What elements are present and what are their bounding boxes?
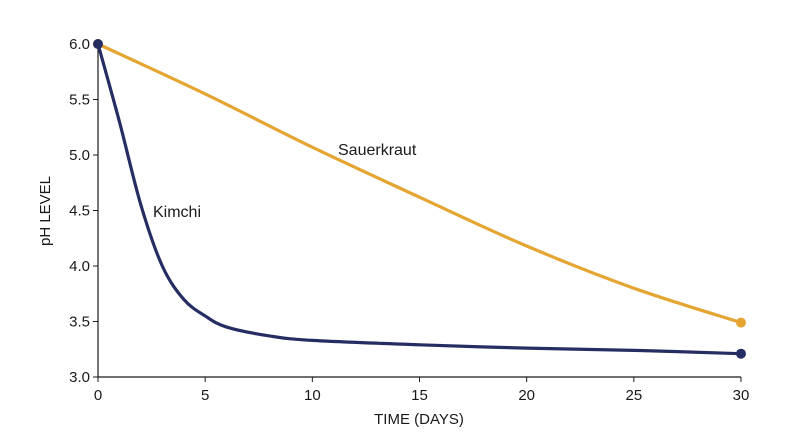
y-tick-label: 4.0 bbox=[69, 258, 90, 275]
series-label-sauerkraut: Sauerkraut bbox=[338, 142, 417, 159]
end-point-sauerkraut bbox=[736, 317, 746, 328]
x-tick-label: 15 bbox=[411, 387, 428, 404]
y-tick-label: 5.0 bbox=[69, 147, 90, 164]
x-tick-label: 30 bbox=[733, 387, 750, 404]
x-tick-label: 5 bbox=[201, 387, 209, 404]
y-tick-label: 3.5 bbox=[69, 314, 90, 331]
start-point-kimchi bbox=[93, 39, 103, 49]
end-point-kimchi bbox=[736, 348, 746, 359]
y-axis-title: pH LEVEL bbox=[37, 176, 54, 246]
x-tick-label: 0 bbox=[94, 387, 102, 404]
x-tick-label: 10 bbox=[304, 387, 321, 404]
series-label-kimchi: Kimchi bbox=[153, 204, 201, 221]
y-tick-label: 3.0 bbox=[69, 369, 90, 386]
x-tick-label: 25 bbox=[625, 387, 642, 404]
y-tick-label: 4.5 bbox=[69, 203, 90, 220]
series-line-kimchi bbox=[96, 42, 743, 356]
x-tick-label: 20 bbox=[518, 387, 535, 404]
axes: 0 5 10 15 20 25 30 3.0 3.5 4.0 4.5 5.0 5.5 6.0 bbox=[69, 36, 749, 404]
y-tick-label: 6.0 bbox=[69, 36, 90, 53]
y-tick-label: 5.5 bbox=[69, 92, 90, 109]
series-layer bbox=[93, 39, 746, 359]
x-axis-title: TIME (DAYS) bbox=[374, 411, 464, 428]
series-line-sauerkraut bbox=[96, 42, 743, 325]
